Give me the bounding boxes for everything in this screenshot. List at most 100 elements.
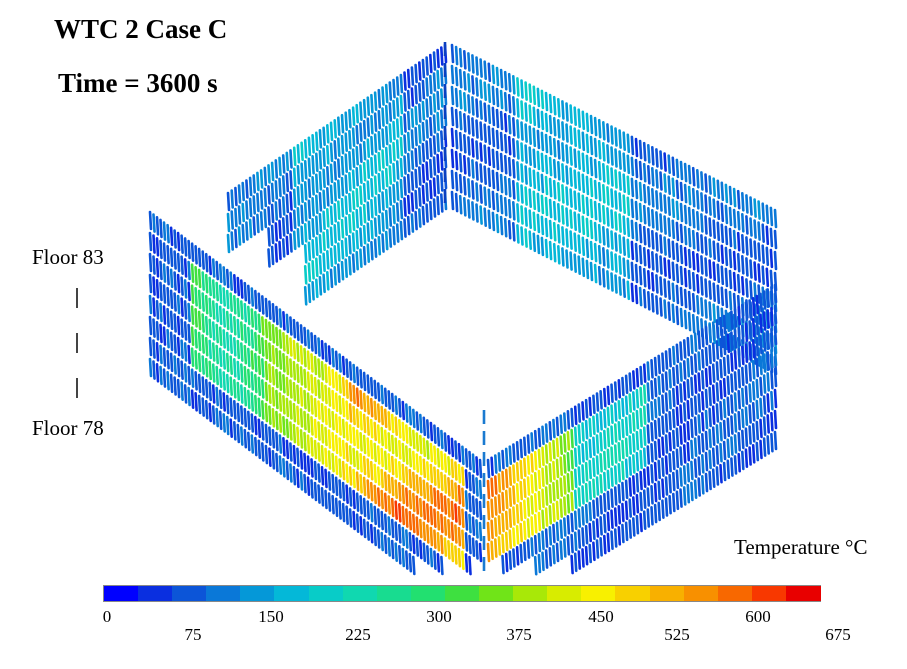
column-segment	[595, 497, 600, 517]
column-segment	[395, 160, 400, 180]
column-segment	[503, 196, 508, 217]
column-segment	[748, 446, 752, 466]
column-segment	[362, 392, 367, 413]
column-segment	[626, 133, 631, 154]
column-segment	[520, 142, 524, 162]
column-segment	[671, 387, 676, 408]
column-segment	[425, 503, 430, 523]
column-segment	[201, 376, 205, 396]
column-segment	[392, 78, 396, 99]
column-segment	[450, 437, 455, 458]
column-segment	[493, 538, 498, 558]
column-segment	[338, 500, 342, 520]
column-segment	[462, 49, 467, 70]
column-segment	[299, 345, 304, 365]
column-segment	[454, 524, 458, 544]
column-segment	[166, 244, 170, 265]
column-segment	[324, 363, 328, 384]
column-segment	[691, 313, 696, 334]
column-segment	[352, 447, 356, 468]
column-segment	[766, 414, 771, 434]
column-segment	[765, 267, 770, 288]
column-segment	[671, 429, 676, 450]
column-segment	[296, 165, 301, 185]
column-segment	[408, 489, 413, 510]
column-segment	[765, 246, 770, 267]
column-segment	[306, 455, 311, 476]
column-segment	[479, 58, 483, 78]
column-segment	[548, 240, 553, 261]
column-segment	[327, 345, 332, 365]
column-segment	[439, 109, 444, 129]
column-segment	[394, 437, 399, 458]
column-segment	[520, 79, 524, 99]
column-segment	[252, 195, 256, 215]
column-segment	[657, 396, 662, 417]
column-segment	[653, 356, 658, 377]
column-segment	[740, 192, 745, 212]
column-segment	[569, 146, 573, 166]
column-segment	[570, 470, 574, 491]
column-segment	[704, 472, 709, 493]
column-segment	[387, 474, 392, 494]
column-segment	[748, 299, 752, 319]
column-segment	[479, 205, 483, 225]
column-segment	[355, 471, 360, 492]
column-segment	[384, 83, 389, 104]
column-segment	[642, 510, 647, 531]
column-segment	[495, 150, 500, 171]
column-segment	[602, 471, 607, 492]
column-segment	[526, 497, 531, 517]
column-segment	[289, 170, 293, 190]
column-segment	[282, 373, 286, 394]
column-segment	[329, 268, 334, 289]
column-segment	[693, 458, 698, 479]
column-segment	[679, 223, 684, 244]
column-segment	[390, 413, 395, 434]
column-segment	[454, 440, 458, 460]
column-segment	[562, 538, 567, 558]
column-segment	[359, 164, 363, 184]
column-segment	[215, 407, 219, 428]
column-segment	[418, 539, 423, 560]
column-segment	[532, 190, 537, 211]
column-segment	[487, 146, 492, 167]
column-segment	[352, 489, 356, 510]
column-segment	[728, 206, 733, 227]
column-segment	[541, 530, 545, 551]
column-segment	[362, 224, 367, 245]
column-segment	[464, 511, 469, 531]
column-segment	[348, 382, 353, 402]
column-segment	[663, 299, 667, 319]
legend-tick: 450	[588, 607, 614, 626]
column-segment	[410, 129, 415, 149]
column-segment	[511, 201, 516, 221]
column-segment	[388, 123, 393, 143]
column-segment	[759, 418, 763, 439]
column-segment	[581, 257, 586, 278]
column-segment	[483, 102, 488, 122]
column-segment	[152, 318, 156, 338]
column-segment	[462, 113, 467, 133]
column-segment	[292, 209, 297, 230]
column-segment	[679, 286, 684, 307]
column-segment	[626, 175, 631, 196]
column-segment	[377, 214, 382, 235]
column-segment	[745, 215, 749, 235]
column-segment	[421, 163, 426, 184]
column-segment	[406, 152, 411, 173]
column-segment	[359, 389, 363, 410]
column-segment	[536, 213, 541, 234]
column-segment	[187, 281, 191, 302]
column-segment	[359, 452, 363, 473]
column-segment	[447, 476, 451, 497]
column-segment	[190, 326, 195, 347]
column-segment	[471, 201, 475, 221]
column-segment	[468, 513, 472, 534]
column-segment	[606, 511, 611, 532]
column-segment	[588, 396, 593, 417]
column-segment	[310, 353, 314, 373]
column-segment	[376, 382, 381, 402]
column-segment	[614, 148, 618, 168]
column-segment	[691, 271, 696, 292]
